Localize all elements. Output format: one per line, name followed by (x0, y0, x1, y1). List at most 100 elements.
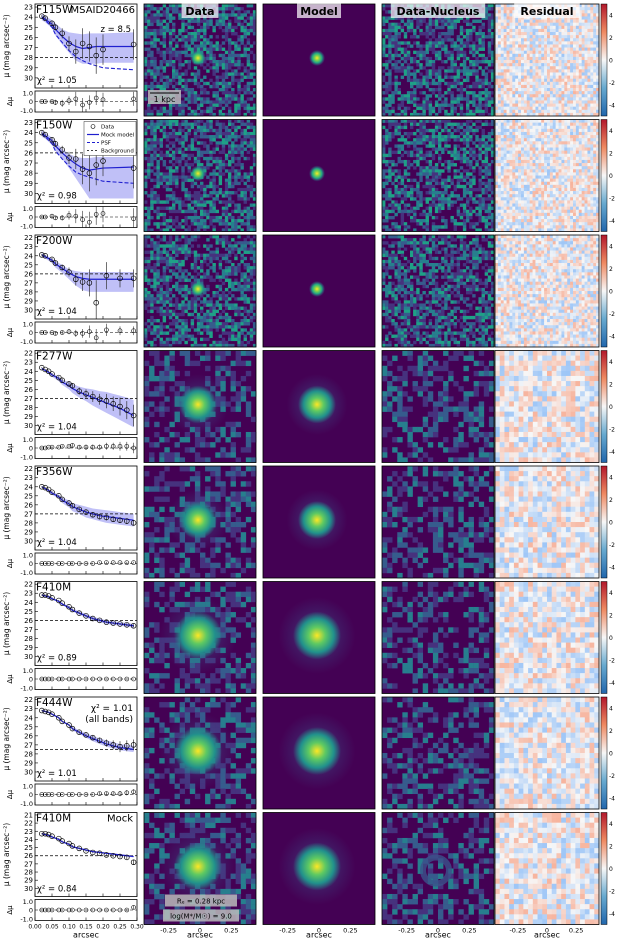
pixel (466, 69, 470, 73)
pixel (234, 63, 238, 67)
residual-point (70, 443, 75, 448)
pixel (394, 81, 398, 86)
pixel (549, 19, 554, 23)
pixel (150, 191, 154, 195)
image-frame (262, 119, 376, 232)
pixel (224, 63, 229, 67)
pixel (541, 47, 545, 51)
pixel (249, 72, 254, 76)
pixel (252, 228, 257, 232)
pixel (561, 69, 565, 73)
pixel (549, 75, 554, 79)
pixel (168, 112, 173, 117)
pixel (144, 47, 148, 51)
pixel (512, 75, 516, 79)
pixel (246, 22, 251, 27)
pixel (538, 56, 542, 61)
pixel (453, 84, 457, 89)
pixel (165, 25, 170, 30)
pixel (422, 131, 426, 136)
y-tick-label: 24 (24, 714, 33, 722)
data-point (39, 830, 45, 837)
pixel (529, 78, 533, 83)
y-tick-label: 30 (24, 190, 33, 198)
pixel (200, 222, 204, 226)
pixel (416, 222, 420, 226)
pixel (431, 63, 436, 67)
band-label: F115W (36, 4, 73, 16)
pixel (165, 219, 170, 223)
pixel (385, 72, 389, 76)
pixel (515, 47, 519, 51)
pixel (181, 19, 185, 23)
pixel (596, 103, 600, 107)
residual-point (117, 328, 123, 334)
pixel (240, 88, 244, 92)
pixel (159, 150, 163, 155)
pixel (518, 16, 522, 20)
pixel (397, 66, 401, 70)
pixel (240, 122, 244, 127)
pixel (190, 219, 195, 223)
pixel (218, 128, 223, 133)
pixel (472, 91, 476, 95)
pixel (564, 84, 568, 89)
residual-point (100, 97, 106, 103)
pixel (462, 97, 467, 101)
pixel (162, 106, 167, 111)
pixel (441, 78, 445, 83)
pixel (434, 94, 439, 98)
pixel (484, 60, 489, 64)
pixel (385, 16, 389, 20)
data-point (79, 279, 86, 285)
pixel (503, 100, 507, 104)
pixel (218, 22, 223, 27)
pixel (469, 109, 473, 114)
pixel (490, 69, 495, 73)
pixel (490, 112, 495, 117)
pixel (573, 100, 577, 104)
pixel (243, 131, 247, 136)
pixel (218, 187, 223, 192)
pixel (221, 122, 226, 127)
pixel (490, 25, 495, 30)
pixel (403, 206, 408, 211)
pixel (246, 184, 251, 189)
pixel (209, 206, 213, 211)
pixel (419, 44, 423, 48)
pixel (221, 91, 226, 95)
pixel (206, 166, 210, 170)
pixel (567, 47, 571, 51)
pixel (406, 100, 411, 104)
pixel (575, 91, 580, 95)
pixel (249, 106, 254, 111)
pixel (150, 206, 154, 211)
pixel (532, 28, 536, 33)
pixel (153, 178, 157, 183)
pixel (249, 44, 254, 48)
pixel (431, 50, 436, 55)
pixel (567, 38, 571, 42)
residual-point (87, 329, 92, 334)
pixel (397, 169, 401, 173)
pixel (156, 194, 160, 198)
pixel (175, 184, 179, 189)
pixel (518, 41, 522, 45)
pixel (564, 97, 568, 101)
pixel (475, 69, 479, 73)
pixel (234, 181, 238, 186)
pixel (212, 215, 216, 220)
pixel (535, 75, 539, 79)
pixel (224, 219, 229, 223)
pixel (215, 63, 219, 67)
pixel (552, 97, 556, 101)
pixel (168, 4, 173, 8)
residual-point (39, 561, 45, 566)
pixel (469, 28, 473, 33)
pixel (187, 128, 191, 133)
pixel (500, 75, 504, 79)
pixel (178, 131, 182, 136)
pixel (584, 53, 588, 58)
pixel (469, 22, 473, 27)
pixel (144, 60, 148, 64)
